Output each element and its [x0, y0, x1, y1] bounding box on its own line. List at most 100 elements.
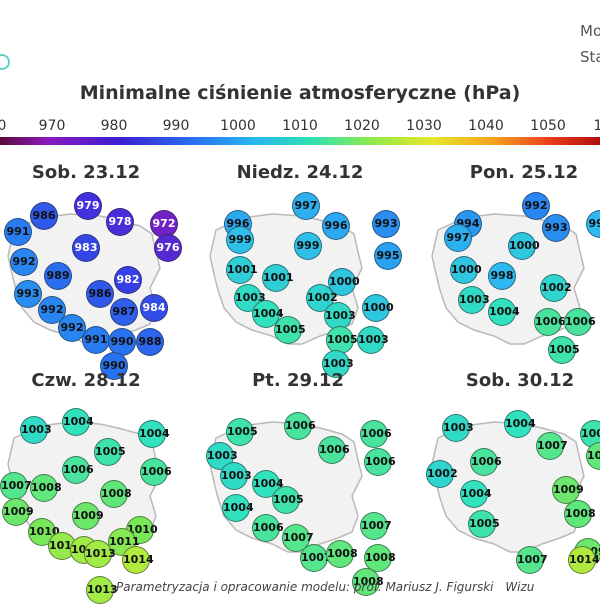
map-title: Pt. 29.12	[252, 370, 344, 391]
scale-tick-label: 1050	[530, 118, 566, 134]
pressure-station-marker: 1008	[326, 540, 358, 568]
pressure-station-marker: 986	[86, 280, 114, 308]
scale-tick-label: 970	[38, 118, 66, 134]
pressure-station-marker: 1003	[20, 416, 52, 444]
map-title: Czw. 28.12	[31, 370, 141, 391]
pressure-station-marker: 1002	[426, 460, 458, 488]
pressure-station-marker: 998	[488, 262, 516, 290]
scale-tick-label: 980	[100, 118, 128, 134]
pressure-station-marker: 986	[30, 202, 58, 230]
pressure-station-marker: 997	[444, 224, 472, 252]
pressure-station-marker: 1008	[586, 442, 600, 470]
pressure-station-marker: 993	[372, 210, 400, 238]
pressure-station-marker: 1004	[222, 494, 254, 522]
color-scale-bar	[0, 137, 600, 145]
pressure-station-marker: 978	[106, 208, 134, 236]
pressure-station-marker: 1004	[138, 420, 170, 448]
pressure-station-marker: 992	[10, 248, 38, 276]
pressure-station-marker: 1006	[62, 456, 94, 484]
pressure-station-marker: 990	[100, 352, 128, 380]
pressure-station-marker: 1005	[94, 438, 126, 466]
pressure-station-marker: 1003	[324, 302, 356, 330]
pressure-station-marker: 1008	[30, 474, 62, 502]
map-title: Niedz. 24.12	[236, 162, 364, 183]
pressure-station-marker: 992	[522, 192, 550, 220]
pressure-station-marker: 1013	[84, 540, 116, 568]
pressure-station-marker: 1006	[534, 308, 566, 336]
pressure-station-marker: 972	[150, 210, 178, 238]
pressure-station-marker: 1005	[272, 486, 304, 514]
pressure-station-marker: 1004	[460, 480, 492, 508]
footer-credit: Parametryzacja i opracowanie modelu: pro…	[116, 580, 534, 594]
pressure-station-marker: 1001	[262, 264, 294, 292]
pressure-station-marker: 988	[136, 328, 164, 356]
pressure-station-marker: 1008	[564, 500, 596, 528]
pressure-station-marker: 1006	[360, 420, 392, 448]
pressure-station-marker: 1003	[220, 462, 252, 490]
pressure-station-marker: 1003	[357, 326, 389, 354]
pressure-station-marker: 996	[322, 212, 350, 240]
pressure-station-marker: 991	[4, 218, 32, 246]
pressure-station-marker: 1003	[442, 414, 474, 442]
scale-tick-label: 1040	[468, 118, 504, 134]
pressure-station-marker: 1008	[364, 544, 396, 572]
pressure-station-marker: 1000	[508, 232, 540, 260]
footer-credit-tail: Wizu	[505, 580, 535, 594]
pressure-station-marker: 984	[140, 294, 168, 322]
pressure-station-marker: 987	[110, 298, 138, 326]
scale-tick-label: 990	[162, 118, 190, 134]
pressure-station-marker: 1001	[226, 256, 258, 284]
pressure-station-marker: 1007	[360, 512, 392, 540]
pressure-station-marker: 1006	[470, 448, 502, 476]
pressure-station-marker: 1006	[140, 458, 172, 486]
pressure-station-marker: 1005	[326, 326, 358, 354]
pressure-station-marker: 1006	[564, 308, 596, 336]
pressure-station-marker: 1004	[62, 408, 94, 436]
pressure-station-marker: 1003	[322, 350, 354, 378]
pressure-station-marker: 992	[38, 296, 66, 324]
pressure-station-marker: 989	[44, 262, 72, 290]
pressure-station-marker: 1000	[362, 294, 394, 322]
pressure-station-marker: 1007	[0, 472, 32, 500]
pressure-station-marker: 993	[542, 214, 570, 242]
pressure-station-marker: 1006	[364, 448, 396, 476]
scale-tick-label: 1000	[220, 118, 256, 134]
map-title: Sob. 23.12	[31, 162, 141, 183]
pressure-station-marker: 1007	[536, 432, 568, 460]
pressure-station-marker: 1006	[284, 412, 316, 440]
pressure-station-marker: 990	[108, 328, 136, 356]
pressure-station-marker: 1008	[352, 568, 384, 596]
pressure-station-marker: 999	[226, 226, 254, 254]
corner-text-line1: Mo	[580, 22, 600, 40]
pressure-station-marker: 1007	[300, 544, 332, 572]
pressure-station-marker: 1004	[488, 298, 520, 326]
pressure-station-marker: 1006	[252, 514, 284, 542]
logo-icon	[0, 54, 10, 70]
scale-tick-label: 0	[0, 118, 7, 134]
scale-tick-label: 1	[593, 118, 600, 134]
pressure-station-marker: 976	[154, 234, 182, 262]
pressure-station-marker: 992	[58, 314, 86, 342]
corner-text-line2: Sta	[580, 48, 600, 66]
pressure-station-marker: 1008	[100, 480, 132, 508]
footer-credit-text: Parametryzacja i opracowanie modelu: pro…	[116, 580, 494, 594]
pressure-station-marker: 1006	[318, 436, 350, 464]
pressure-station-marker: 979	[74, 192, 102, 220]
pressure-station-marker: 999	[294, 232, 322, 260]
scale-tick-label: 1030	[406, 118, 442, 134]
pressure-station-marker: 995	[374, 242, 402, 270]
map-title: Sob. 30.12	[465, 370, 575, 391]
pressure-station-marker: 1007	[516, 546, 548, 574]
map-title: Pon. 25.12	[469, 162, 579, 183]
pressure-station-marker: 1005	[548, 336, 580, 364]
pressure-station-marker: 1005	[580, 420, 600, 448]
page-title: Minimalne ciśnienie atmosferyczne (hPa)	[79, 82, 521, 104]
pressure-station-marker: 997	[292, 192, 320, 220]
pressure-station-marker: 1009	[552, 476, 584, 504]
pressure-station-marker: 1005	[468, 510, 500, 538]
pressure-station-marker: 1003	[458, 286, 490, 314]
pressure-station-marker: 991	[82, 326, 110, 354]
pressure-station-marker: 1004	[504, 410, 536, 438]
pressure-station-marker: 1002	[540, 274, 572, 302]
pressure-station-marker: 1009	[2, 498, 34, 526]
